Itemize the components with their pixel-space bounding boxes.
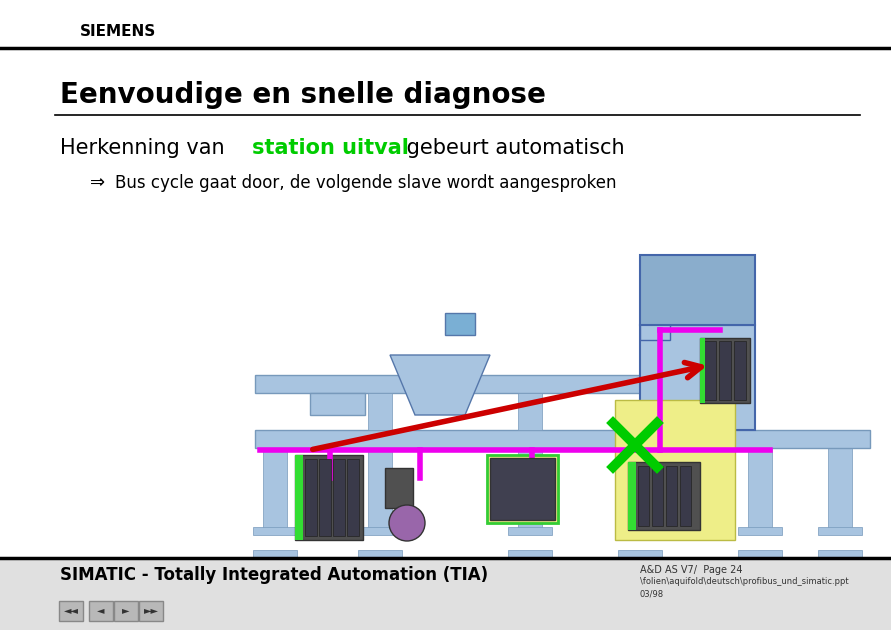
Bar [518, 393, 542, 430]
Bar [385, 468, 413, 508]
FancyBboxPatch shape [114, 601, 138, 621]
Bar [319, 459, 331, 536]
Bar [487, 455, 558, 523]
Bar [310, 393, 365, 415]
Text: SIMATIC - Totally Integrated Automation (TIA): SIMATIC - Totally Integrated Automation … [60, 566, 488, 584]
FancyBboxPatch shape [139, 601, 163, 621]
Bar [253, 527, 297, 535]
Bar [295, 455, 303, 540]
Bar [347, 459, 359, 536]
Bar [615, 400, 735, 540]
Bar [333, 459, 345, 536]
Bar [445, 313, 475, 335]
Bar [628, 448, 652, 530]
Bar [680, 466, 691, 526]
Bar [255, 430, 870, 448]
Bar [652, 466, 663, 526]
Text: Herkenning van: Herkenning van [60, 138, 232, 158]
Bar [738, 527, 782, 535]
Text: ◄◄: ◄◄ [63, 605, 78, 615]
Bar [305, 459, 317, 536]
Text: Bus cycle gaat door, de volgende slave wordt aangesproken: Bus cycle gaat door, de volgende slave w… [115, 174, 617, 192]
Bar [628, 462, 636, 530]
Bar [255, 375, 640, 393]
Bar [295, 455, 363, 540]
Bar [508, 527, 552, 535]
Circle shape [389, 505, 425, 541]
Bar [700, 338, 705, 403]
Bar [666, 466, 677, 526]
Bar [640, 290, 670, 340]
Text: ◄: ◄ [97, 605, 105, 615]
FancyBboxPatch shape [59, 601, 83, 621]
Text: ►: ► [122, 605, 130, 615]
Bar [700, 338, 750, 403]
Bar [518, 448, 542, 530]
Bar [618, 527, 662, 535]
Text: station uitval: station uitval [252, 138, 409, 158]
FancyBboxPatch shape [89, 601, 113, 621]
Bar [628, 462, 700, 530]
Bar [490, 458, 555, 520]
Text: SIEMENS: SIEMENS [80, 25, 156, 40]
Bar [508, 550, 552, 558]
Bar [640, 255, 755, 325]
Bar [828, 448, 852, 530]
Bar [748, 448, 772, 530]
Bar [368, 393, 392, 430]
Text: ►►: ►► [143, 605, 159, 615]
Bar [253, 550, 297, 558]
Bar [738, 550, 782, 558]
Bar [719, 341, 731, 400]
Text: 03/98: 03/98 [640, 590, 664, 598]
Bar [734, 341, 746, 400]
Text: ⇒: ⇒ [90, 174, 105, 192]
Polygon shape [390, 355, 490, 415]
Bar [358, 527, 402, 535]
Bar [818, 550, 862, 558]
Text: A&D AS V7/  Page 24: A&D AS V7/ Page 24 [640, 565, 742, 575]
Bar [638, 466, 649, 526]
Bar [358, 550, 402, 558]
Bar [618, 550, 662, 558]
Bar [368, 448, 392, 530]
Text: Eenvoudige en snelle diagnose: Eenvoudige en snelle diagnose [60, 81, 546, 109]
Bar [818, 527, 862, 535]
Bar [263, 448, 287, 530]
Text: gebeurt automatisch: gebeurt automatisch [400, 138, 625, 158]
Text: \folien\aquifold\deutsch\profibus_und_simatic.ppt: \folien\aquifold\deutsch\profibus_und_si… [640, 578, 848, 587]
Bar [0, 558, 891, 630]
Bar [640, 325, 755, 430]
Bar [704, 341, 716, 400]
